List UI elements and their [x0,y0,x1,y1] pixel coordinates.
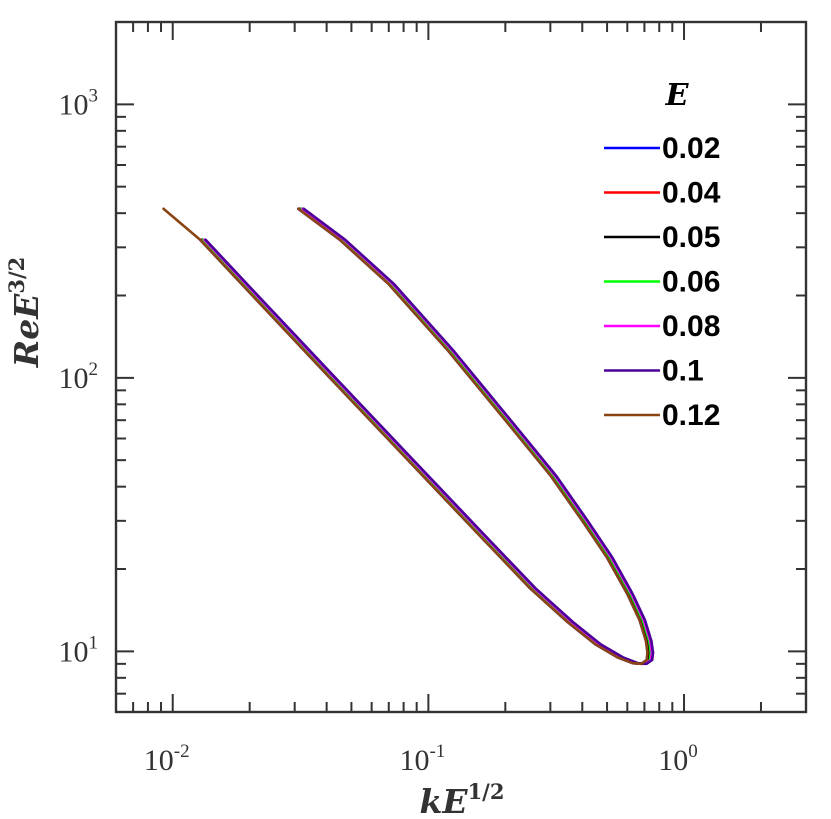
legend-label-0.08: 0.08 [662,310,720,343]
y-tick-label: 101 [59,632,99,668]
legend-label-0.02: 0.02 [662,132,720,165]
series-line-0.02 [198,238,649,666]
series-line-0.05 [201,238,652,666]
series-line-0.04 [199,238,651,666]
legend-label-0.06: 0.06 [662,266,720,299]
series-line-0.08 [203,238,654,666]
series-line-0.08 [301,207,654,654]
series-line-0.06 [202,238,653,666]
y-axis-label: ReE3/2 [4,257,46,368]
legend-label-0.05: 0.05 [662,221,720,254]
series-line-0.05 [299,207,652,654]
axis-ticks [115,21,807,713]
y-tick-label: 102 [59,359,99,395]
x-tick-label: 10-1 [399,741,445,777]
series-line-0.06 [300,207,653,654]
legend-label-0.12: 0.12 [662,399,720,432]
y-tick-label: 103 [59,85,99,121]
series-line-0.12 [162,207,649,666]
legend-label-0.1: 0.1 [662,355,704,388]
series-line-0.1 [302,207,655,654]
tick-labels: 10-2 10-1 100 101 102 103 [59,85,698,777]
legend-title: E [665,78,690,113]
series-line-0.04 [298,207,651,654]
series-line-0.1 [204,238,655,666]
legend-label-0.04: 0.04 [662,177,721,210]
legend: E 0.02 0.04 0.05 0.06 0.08 0.1 0.12 [604,78,721,432]
series-lines [162,207,655,666]
x-tick-label: 10-2 [144,741,190,777]
x-tick-label: 100 [658,741,698,777]
series-line-0.02 [296,207,649,654]
plot-frame [114,20,808,714]
x-axis-label: kE1/2 [420,779,505,819]
series-line-0.12 [296,207,649,654]
